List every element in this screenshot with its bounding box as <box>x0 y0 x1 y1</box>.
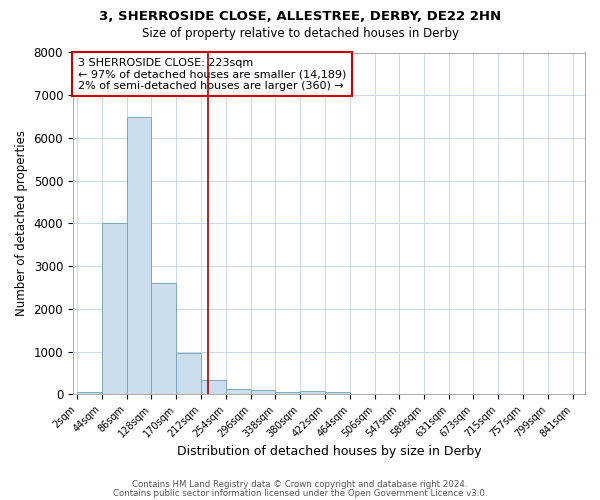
Bar <box>127 116 151 394</box>
Bar <box>201 380 226 394</box>
Text: Contains public sector information licensed under the Open Government Licence v3: Contains public sector information licen… <box>113 488 487 498</box>
Bar <box>251 390 275 394</box>
Bar <box>301 391 325 394</box>
Text: 3 SHERROSIDE CLOSE: 223sqm
← 97% of detached houses are smaller (14,189)
2% of s: 3 SHERROSIDE CLOSE: 223sqm ← 97% of deta… <box>78 58 346 91</box>
Y-axis label: Number of detached properties: Number of detached properties <box>15 130 28 316</box>
Text: Contains HM Land Registry data © Crown copyright and database right 2024.: Contains HM Land Registry data © Crown c… <box>132 480 468 489</box>
Text: Size of property relative to detached houses in Derby: Size of property relative to detached ho… <box>142 28 458 40</box>
Bar <box>275 392 301 394</box>
Bar <box>77 392 102 394</box>
Text: 3, SHERROSIDE CLOSE, ALLESTREE, DERBY, DE22 2HN: 3, SHERROSIDE CLOSE, ALLESTREE, DERBY, D… <box>99 10 501 23</box>
Bar <box>102 224 127 394</box>
Bar <box>325 392 350 394</box>
Bar <box>226 389 251 394</box>
Bar <box>176 352 201 394</box>
X-axis label: Distribution of detached houses by size in Derby: Distribution of detached houses by size … <box>176 444 481 458</box>
Bar <box>151 283 176 394</box>
